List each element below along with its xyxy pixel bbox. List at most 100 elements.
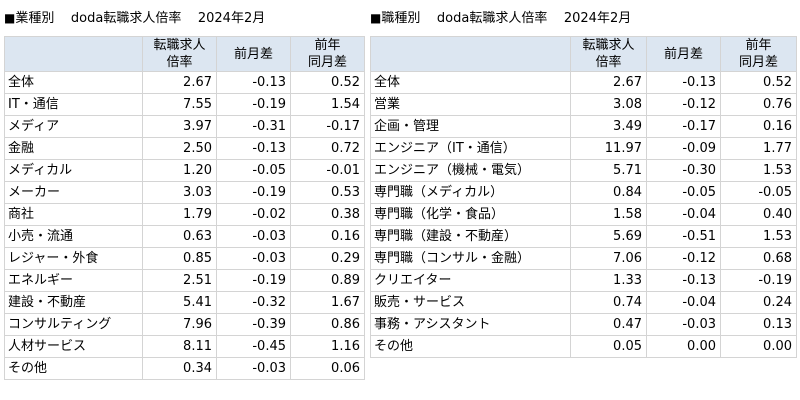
table-row: エネルギー 2.51 -0.19 0.89 (4, 269, 365, 292)
row-ratio-cell: 3.97 (142, 115, 217, 138)
row-ratio-cell: 2.67 (142, 71, 217, 94)
row-yoy-cell: 1.53 (720, 225, 797, 248)
row-yoy-cell: 0.68 (720, 247, 797, 270)
row-name-cell: 専門職（建設・不動産） (370, 225, 571, 248)
row-name-cell: エンジニア（IT・通信） (370, 137, 571, 160)
row-name-cell: IT・通信 (4, 93, 143, 116)
header-ratio: 転職求人 倍率 (570, 36, 647, 72)
header-mom: 前月差 (216, 36, 291, 72)
row-yoy-cell: 1.53 (720, 159, 797, 182)
row-yoy-cell: -0.17 (290, 115, 365, 138)
row-mom-cell: -0.12 (646, 93, 721, 116)
title-prefix: 職種別 (381, 11, 421, 26)
header-yoy-line1: 前年 (745, 38, 772, 53)
header-ratio-line1: 転職求人 (582, 38, 635, 53)
row-ratio-cell: 0.85 (142, 247, 217, 270)
row-mom-cell: -0.19 (216, 93, 291, 116)
row-name-cell: 商社 (4, 203, 143, 226)
row-yoy-cell: 0.72 (290, 137, 365, 160)
table-row: 金融 2.50 -0.13 0.72 (4, 137, 365, 160)
table-row: 営業 3.08 -0.12 0.76 (370, 93, 797, 116)
row-mom-cell: -0.04 (646, 203, 721, 226)
row-mom-cell: -0.13 (216, 137, 291, 160)
occupation-panel-title: ■職種別 doda転職求人倍率 2024年2月 (370, 0, 796, 36)
row-yoy-cell: 0.76 (720, 93, 797, 116)
row-mom-cell: -0.13 (646, 71, 721, 94)
table-row: 専門職（メディカル） 0.84 -0.05 -0.05 (370, 181, 797, 204)
row-name-cell: 専門職（化学・食品） (370, 203, 571, 226)
row-mom-cell: -0.03 (216, 225, 291, 248)
header-ratio-line2: 倍率 (166, 55, 193, 70)
row-mom-cell: -0.19 (216, 269, 291, 292)
industry-table-body: 全体 2.67 -0.13 0.52 IT・通信 7.55 -0.19 1.54 メディア 3.9… (4, 71, 365, 380)
row-yoy-cell: 0.52 (290, 71, 365, 94)
row-name-cell: 専門職（メディカル） (370, 181, 571, 204)
table-row: 専門職（建設・不動産） 5.69 -0.51 1.53 (370, 225, 797, 248)
row-name-cell: その他 (4, 357, 143, 380)
row-ratio-cell: 11.97 (570, 137, 647, 160)
row-ratio-cell: 3.08 (570, 93, 647, 116)
table-row: 商社 1.79 -0.02 0.38 (4, 203, 365, 226)
row-name-cell: 人材サービス (4, 335, 143, 358)
row-yoy-cell: 0.16 (290, 225, 365, 248)
table-row: 事務・アシスタント 0.47 -0.03 0.13 (370, 313, 797, 336)
row-ratio-cell: 7.06 (570, 247, 647, 270)
row-mom-cell: -0.45 (216, 335, 291, 358)
row-mom-cell: -0.19 (216, 181, 291, 204)
row-name-cell: 金融 (4, 137, 143, 160)
row-yoy-cell: -0.05 (720, 181, 797, 204)
industry-table: 転職求人 倍率 前月差 前年 同月差 全体 2.67 -0.13 0.52 IT・通信 7… (4, 36, 365, 380)
title-prefix: 業種別 (15, 11, 55, 26)
row-name-cell: 小売・流通 (4, 225, 143, 248)
row-name-cell: メディア (4, 115, 143, 138)
header-yoy-line1: 前年 (314, 38, 341, 53)
row-name-cell: 企画・管理 (370, 115, 571, 138)
row-name-cell: 全体 (370, 71, 571, 94)
table-row: クリエイター 1.33 -0.13 -0.19 (370, 269, 797, 292)
row-yoy-cell: 0.52 (720, 71, 797, 94)
row-ratio-cell: 0.05 (570, 335, 647, 358)
row-mom-cell: -0.03 (216, 357, 291, 380)
industry-panel: ■業種別 doda転職求人倍率 2024年2月 転職求人 倍率 前月差 前年 同… (4, 0, 365, 380)
header-ratio: 転職求人 倍率 (142, 36, 217, 72)
row-ratio-cell: 7.55 (142, 93, 217, 116)
header-mom: 前月差 (646, 36, 721, 72)
row-yoy-cell: 0.53 (290, 181, 365, 204)
occupation-table-body: 全体 2.67 -0.13 0.52 営業 3.08 -0.12 0.76 企画・管理 3.49-… (370, 71, 797, 358)
table-row: エンジニア（IT・通信） 11.97 -0.09 1.77 (370, 137, 797, 160)
row-name-cell: エネルギー (4, 269, 143, 292)
row-mom-cell: -0.30 (646, 159, 721, 182)
row-name-cell: レジャー・外食 (4, 247, 143, 270)
table-row: エンジニア（機械・電気） 5.71 -0.30 1.53 (370, 159, 797, 182)
table-row: IT・通信 7.55 -0.19 1.54 (4, 93, 365, 116)
row-mom-cell: -0.03 (216, 247, 291, 270)
row-mom-cell: 0.00 (646, 335, 721, 358)
table-row: 建設・不動産 5.41 -0.32 1.67 (4, 291, 365, 314)
title-date: 2024年2月 (563, 11, 632, 26)
header-row: 転職求人 倍率 前月差 前年 同月差 (4, 36, 365, 72)
title-main: doda転職求人倍率 (70, 11, 182, 26)
row-ratio-cell: 2.51 (142, 269, 217, 292)
row-name-cell: 専門職（コンサル・金融） (370, 247, 571, 270)
row-name-cell: その他 (370, 335, 571, 358)
row-ratio-cell: 0.63 (142, 225, 217, 248)
row-yoy-cell: -0.19 (720, 269, 797, 292)
header-yoy: 前年 同月差 (290, 36, 365, 72)
table-row: レジャー・外食 0.85 -0.03 0.29 (4, 247, 365, 270)
row-name-cell: 事務・アシスタント (370, 313, 571, 336)
row-ratio-cell: 1.79 (142, 203, 217, 226)
row-yoy-cell: 0.16 (720, 115, 797, 138)
row-name-cell: 営業 (370, 93, 571, 116)
header-blank-cell (370, 36, 571, 72)
row-ratio-cell: 0.34 (142, 357, 217, 380)
row-mom-cell: -0.09 (646, 137, 721, 160)
row-ratio-cell: 5.41 (142, 291, 217, 314)
row-ratio-cell: 0.47 (570, 313, 647, 336)
row-ratio-cell: 1.58 (570, 203, 647, 226)
row-mom-cell: -0.17 (646, 115, 721, 138)
row-ratio-cell: 0.74 (570, 291, 647, 314)
row-yoy-cell: 1.67 (290, 291, 365, 314)
table-row: 全体 2.67 -0.13 0.52 (4, 71, 365, 94)
row-yoy-cell: 1.54 (290, 93, 365, 116)
row-ratio-cell: 5.69 (570, 225, 647, 248)
